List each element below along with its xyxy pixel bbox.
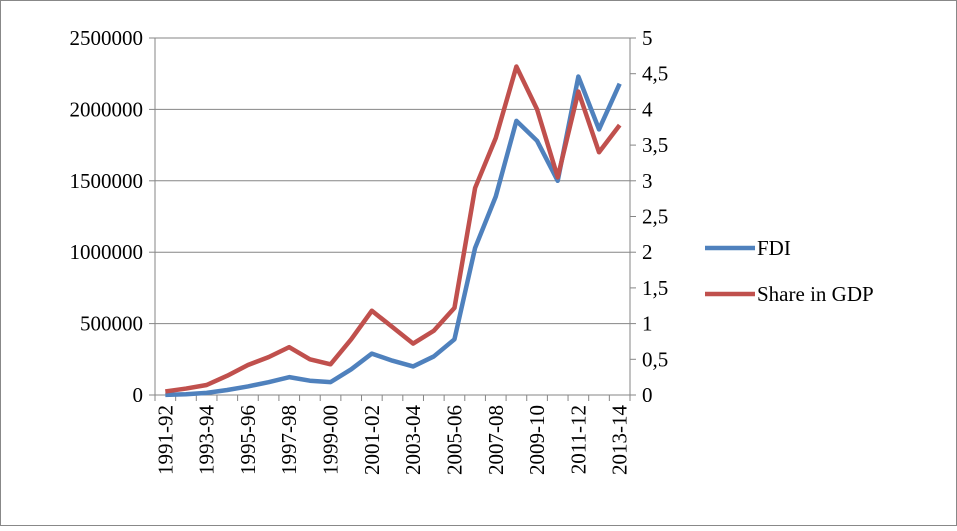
- x-tick-label: 2013-14: [608, 405, 632, 475]
- x-tick-label: 2001-02: [360, 405, 384, 475]
- x-tick-label: 1997-98: [277, 405, 301, 475]
- legend-label: FDI: [757, 236, 791, 260]
- x-tick-label: 2005-06: [442, 405, 466, 475]
- x-tick-label: 1999-00: [319, 405, 343, 475]
- x-tick-label: 2003-04: [401, 405, 425, 475]
- y2-tick-label: 1: [642, 312, 653, 336]
- y2-tick-label: 3: [642, 169, 653, 193]
- y2-tick-label: 0: [642, 383, 653, 407]
- y-tick-label: 1000000: [70, 240, 144, 264]
- x-tick-label: 1991-92: [153, 405, 177, 475]
- y2-tick-label: 1,5: [642, 276, 668, 300]
- y-tick-label: 500000: [80, 312, 143, 336]
- y2-tick-label: 4: [642, 97, 653, 121]
- x-tick-label: 2007-08: [484, 405, 508, 475]
- x-tick-label: 2009-10: [525, 405, 549, 475]
- y2-tick-label: 2: [642, 240, 653, 264]
- y-tick-label: 1500000: [70, 169, 144, 193]
- y-tick-label: 0: [133, 383, 144, 407]
- series-line: [165, 74, 622, 398]
- x-tick-label: 1993-94: [195, 405, 219, 475]
- x-tick-label: 2011-12: [566, 405, 590, 474]
- y-tick-label: 2500000: [70, 26, 144, 50]
- y2-tick-label: 5: [642, 26, 653, 50]
- y2-tick-label: 3,5: [642, 133, 668, 157]
- y2-tick-label: 0,5: [642, 347, 668, 371]
- legend-label: Share in GDP: [757, 282, 874, 306]
- y2-tick-label: 2,5: [642, 205, 668, 229]
- series-line: [165, 64, 622, 394]
- x-tick-label: 1995-96: [236, 405, 260, 475]
- y-tick-label: 2000000: [70, 97, 144, 121]
- y2-tick-label: 4,5: [642, 62, 668, 86]
